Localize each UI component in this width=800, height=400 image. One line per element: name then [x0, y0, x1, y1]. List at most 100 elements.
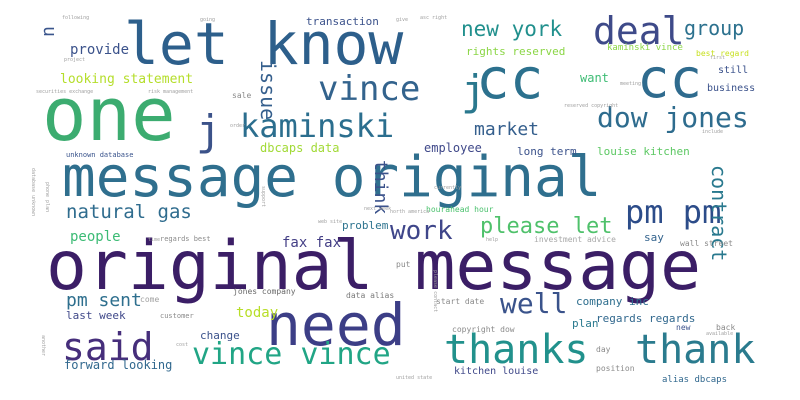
word-thanks: thanks	[444, 327, 589, 373]
word-dow-jones: dow jones	[597, 101, 749, 134]
word-help: help	[486, 237, 499, 243]
word-thank: thank	[635, 327, 756, 373]
word-fax-fax: fax fax	[282, 235, 342, 251]
word-north-america: north america	[390, 209, 430, 215]
word-cc-1: cc	[476, 47, 544, 112]
word-meeting: meeting	[620, 81, 642, 87]
word-dbcaps-data: dbcaps data	[260, 141, 340, 155]
word-include: include	[702, 129, 724, 135]
word-looking-statement: looking statement	[60, 72, 194, 87]
word-need: need	[266, 291, 406, 359]
word-plan: plan	[572, 317, 599, 330]
word-cost: cost	[176, 342, 189, 348]
word-first: first	[710, 55, 726, 61]
word-new: new	[676, 323, 691, 332]
word-let-know: let know	[124, 10, 404, 78]
word-j-left: j	[196, 106, 222, 155]
word-sale: sale	[232, 91, 252, 100]
word-start-date: start date	[436, 297, 485, 306]
word-position: position	[596, 364, 635, 373]
word-well: well	[500, 287, 568, 320]
word-currently: currently	[434, 185, 462, 191]
word-asc-right: asc right	[420, 15, 448, 21]
word-rights-reserved: rights reserved	[466, 45, 566, 58]
word-work: work	[390, 216, 453, 246]
word-support: support	[260, 186, 266, 208]
word-new-york: new york	[461, 17, 563, 41]
word-change: change	[200, 329, 240, 342]
word-please-let: please let	[480, 214, 613, 239]
word-next-week: next week	[364, 206, 392, 212]
word-phone-plan: phone plan	[44, 182, 50, 213]
word-regards-regards: regards regards	[596, 312, 696, 325]
word-another: another	[40, 335, 46, 357]
word-business: business	[707, 83, 756, 94]
word-unknown-database: unknown database	[66, 151, 134, 159]
word-reserved-copyright: reserved copyright	[564, 103, 619, 109]
word-risk-management: risk management	[148, 89, 194, 95]
word-market: market	[474, 119, 540, 140]
word-contract: contract	[707, 165, 731, 262]
word-problem: problem	[342, 219, 389, 232]
word-natural-gas: natural gas	[66, 201, 192, 223]
word-people: people	[70, 229, 121, 245]
word-hourahead-hour: hourahead hour	[426, 205, 494, 214]
word-web-site: web site	[318, 219, 343, 225]
word-put: put	[396, 260, 411, 269]
word-kaminski: kaminski	[240, 107, 395, 145]
word-long-term: long term	[517, 145, 577, 158]
word-day: day	[596, 345, 611, 354]
word-one: one	[42, 72, 176, 158]
word-give: give	[396, 17, 409, 23]
word-best-regard: best regard	[696, 49, 749, 58]
word-order: order	[230, 123, 246, 129]
word-time: time	[148, 237, 161, 243]
word-jones-company: jones company	[233, 287, 296, 296]
word-message-original: message original	[62, 145, 602, 210]
word-wall-street: wall street	[680, 239, 733, 248]
word-want: want	[580, 71, 609, 85]
word-back: back	[716, 323, 736, 332]
word-still: still	[718, 65, 749, 76]
word-project: project	[64, 57, 86, 63]
word-said: said	[62, 325, 154, 369]
word-today: today	[236, 305, 279, 321]
word-database-unknown: database unknown	[30, 168, 36, 217]
word-cc-2: cc	[637, 47, 703, 110]
word-united-state: united state	[396, 375, 433, 381]
word-regards-best: regards best	[160, 235, 211, 243]
word-kaminski-vince: kaminski vince	[607, 43, 683, 53]
word-deal: deal	[593, 9, 685, 53]
word-customer: customer	[160, 312, 194, 320]
word-kitchen-louise: kitchen louise	[454, 366, 539, 377]
word-employee: employee	[424, 141, 482, 155]
word-provide: provide	[70, 42, 130, 58]
word-original-message-big: original message	[46, 227, 702, 306]
word-available: available	[706, 331, 734, 337]
word-issue: issue	[256, 60, 280, 121]
word-investment-advice: investment advice	[534, 235, 616, 244]
word-pm-sent: pm sent	[66, 290, 142, 311]
word-pm-pm: pm pm	[625, 193, 722, 231]
word-data-alias: data alias	[346, 291, 395, 300]
word-company-inc: company inc	[576, 295, 649, 308]
word-securities-exchange: securities exchange	[36, 89, 94, 95]
word-transaction: transaction	[306, 15, 379, 28]
word-say: say	[644, 231, 664, 244]
word-think: think	[370, 160, 391, 215]
word-please-contact: please contact	[432, 270, 438, 313]
word-j-mid: j	[461, 66, 487, 115]
word-copyright-dow: copyright dow	[452, 325, 515, 334]
word-u: u	[39, 26, 60, 37]
word-vince-vince: vince vince	[192, 337, 391, 372]
word-going: going	[200, 17, 216, 23]
word-come: come	[140, 295, 160, 304]
word-last-week: last week	[66, 309, 126, 322]
word-following: following	[62, 15, 90, 21]
word-alias-dbcaps: alias dbcaps	[662, 375, 728, 385]
word-forward-looking: forward looking	[64, 358, 173, 372]
word-vince: vince	[318, 69, 421, 109]
word-louise-kitchen: louise kitchen	[597, 145, 690, 158]
word-group: group	[684, 16, 745, 40]
